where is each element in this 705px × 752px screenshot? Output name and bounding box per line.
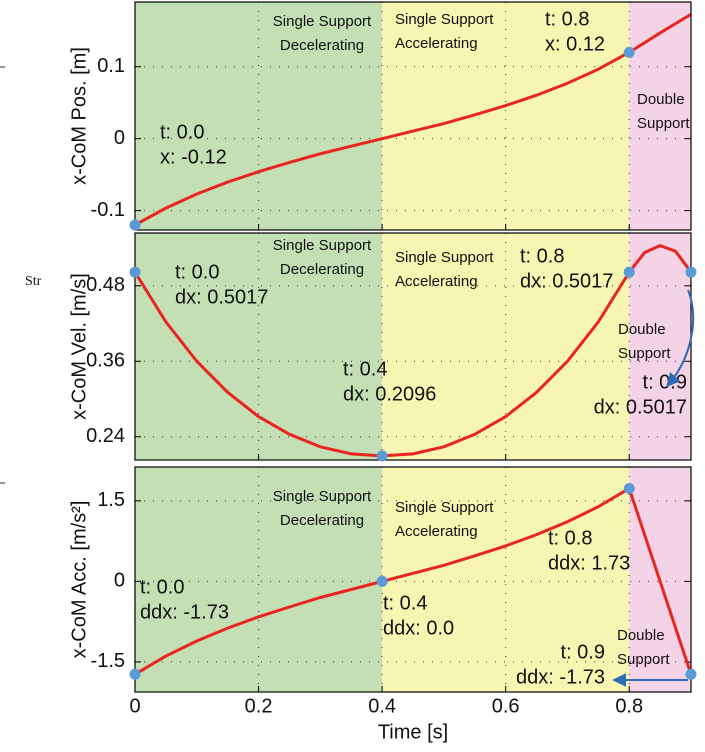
y-axis-title: x-CoM Acc. [m/s²] (68, 501, 90, 659)
point (685, 266, 697, 278)
panel: -1.5 0 1.5 0 0.2 0.4 0.6 0.8 Time [s] x-CoM Acc. … (68, 466, 697, 743)
annotation: t: 0.0 (140, 576, 184, 598)
region-label: Double (637, 91, 685, 108)
annotation: x: -0.12 (160, 146, 227, 168)
annotation: t: 0.0 (175, 261, 219, 283)
region-label: Decelerating (280, 37, 364, 54)
point (623, 266, 635, 278)
annotation: t: 0.8 (545, 8, 589, 30)
region-label: Support (617, 651, 670, 668)
y-tick-label: 0 (114, 570, 125, 592)
annotation: ddx: -1.73 (140, 601, 229, 623)
x-tick-label: 0.2 (245, 695, 273, 717)
annotation: dx: 0.5017 (594, 396, 687, 418)
plot-frame (134, 232, 692, 461)
stray-text: Str (25, 274, 42, 289)
annotation: t: 0.4 (343, 358, 387, 380)
region (382, 233, 630, 460)
annotation: ddx: -1.73 (516, 666, 605, 688)
region-label: Single Support (395, 499, 494, 516)
region-label: Decelerating (280, 512, 364, 529)
x-tick-label: 0 (129, 695, 140, 717)
y-tick-label: 0.24 (86, 425, 125, 447)
y-tick-label: 0.48 (86, 274, 125, 296)
y-axis-title: x-CoM Vel. [m/s] (68, 273, 90, 420)
y-tick-label: -1.5 (91, 650, 125, 672)
x-tick-label: 0.4 (368, 695, 396, 717)
region-label: Single Support (395, 11, 494, 28)
annotation: t: 0.4 (383, 592, 427, 614)
annotation: dx: 0.5017 (175, 286, 268, 308)
region-label: Accelerating (395, 523, 478, 540)
annotation: t: 0.9 (561, 641, 605, 663)
point (623, 46, 635, 58)
region-label: Single Support (273, 488, 372, 505)
x-tick-label: 0.8 (615, 695, 643, 717)
plot-frame (134, 466, 692, 693)
annotation: ddx: 0.0 (383, 617, 454, 639)
region-label: Support (618, 345, 671, 362)
region-label: Double (617, 627, 665, 644)
point (685, 668, 697, 680)
region-label: Accelerating (395, 35, 478, 52)
region (629, 233, 691, 460)
y-tick-label: 1.5 (97, 489, 125, 511)
region-label: Double (618, 321, 666, 338)
region (629, 2, 691, 230)
region (135, 467, 383, 692)
region-label: Support (637, 115, 690, 132)
y-tick-label: 0.36 (86, 350, 125, 372)
annotation: t: 0.0 (160, 121, 204, 143)
point (129, 668, 141, 680)
y-tick-label: 0 (114, 127, 125, 149)
region-label: Decelerating (280, 261, 364, 278)
y-tick-label: -0.1 (91, 199, 125, 221)
line (133, 243, 693, 458)
point (376, 450, 388, 462)
plot-frame (134, 1, 692, 231)
x-tick-label: 0.6 (492, 695, 520, 717)
annotation: x: 0.12 (545, 33, 605, 55)
annotation: t: 0.8 (548, 527, 592, 549)
region-label: Single Support (273, 13, 372, 30)
x-axis-title: Time [s] (378, 721, 448, 743)
point (623, 482, 635, 494)
line (134, 12, 692, 227)
annotation: t: 0.9 (643, 371, 687, 393)
point (129, 266, 141, 278)
y-axis-title: x-CoM Pos. [m] (68, 47, 90, 185)
y-tick-label: 0.1 (97, 55, 125, 77)
point (376, 575, 388, 587)
region-label: Accelerating (395, 273, 478, 290)
annotation: t: 0.8 (520, 245, 564, 267)
panel: 0.24 0.36 0.48x-CoM Vel. [m/s] Single Suppo… (68, 232, 697, 462)
panel: -0.1 0 0.1 x-CoM Pos. [m] Single Support Dece… (68, 1, 692, 231)
annotation: dx: 0.2096 (343, 383, 436, 405)
region-label: Single Support (273, 237, 372, 254)
point (129, 219, 141, 231)
annotation: dx: 0.5017 (520, 270, 613, 292)
region (382, 467, 630, 692)
region-label: Single Support (395, 249, 494, 266)
annotation: ddx: 1.73 (548, 552, 630, 574)
line (134, 486, 693, 676)
arrow (666, 289, 695, 388)
